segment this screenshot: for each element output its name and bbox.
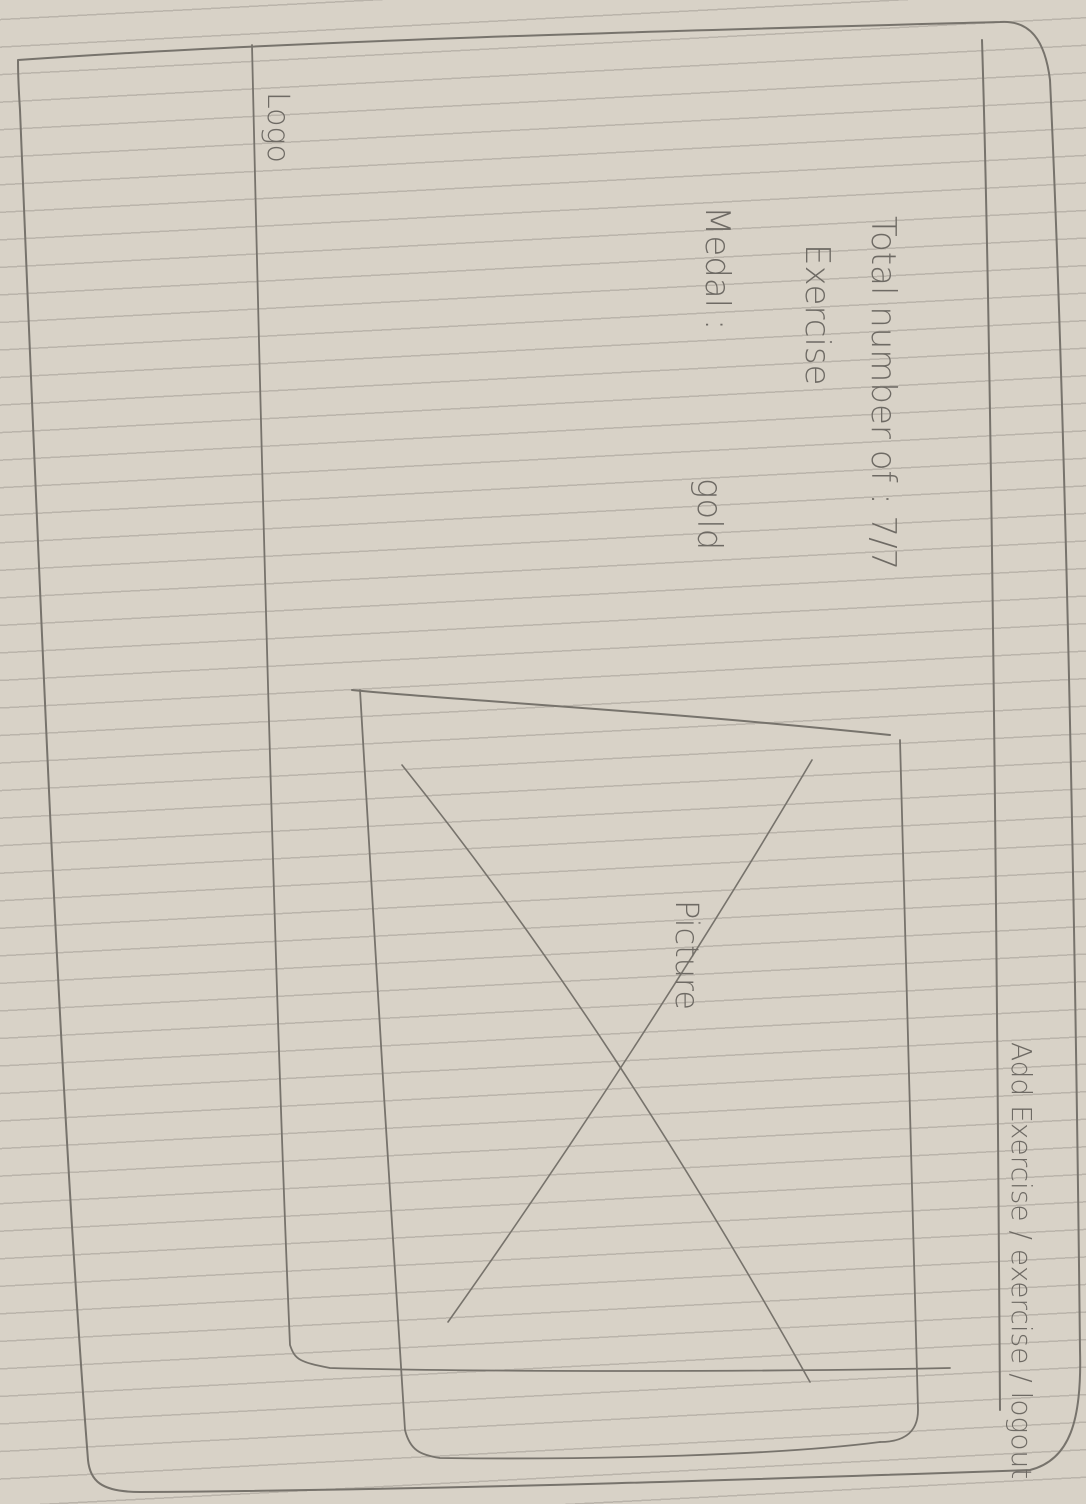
nav-menu[interactable]: Add Exercise / exercise / logout bbox=[1005, 1042, 1038, 1479]
total-exercise-label: Total number of : 7/7 bbox=[863, 216, 903, 570]
picture-placeholder bbox=[351, 689, 919, 1460]
picture-label: Picture bbox=[668, 900, 706, 1010]
logo: Logo bbox=[260, 92, 295, 163]
header-divider bbox=[981, 39, 1001, 1411]
medal-value: gold bbox=[689, 478, 729, 550]
picture-cross-line-1 bbox=[401, 764, 811, 1383]
medal-label: Medal : bbox=[697, 206, 737, 330]
content-panel bbox=[251, 44, 951, 1372]
picture-cross-line-2 bbox=[447, 759, 813, 1323]
total-exercise-label-cont: Exercise bbox=[797, 244, 837, 385]
outer-page-frame bbox=[17, 20, 1082, 1493]
